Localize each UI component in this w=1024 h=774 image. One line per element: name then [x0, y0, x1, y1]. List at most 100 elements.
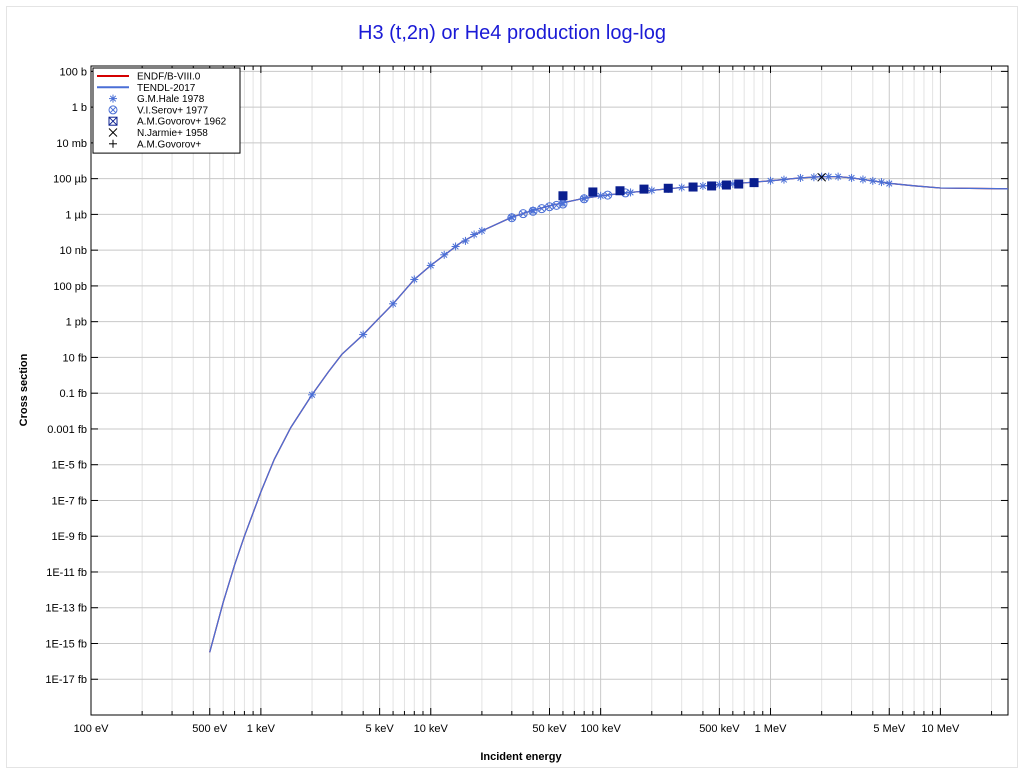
x-tick-label: 1 MeV — [755, 723, 787, 735]
marker-stroke — [604, 191, 611, 199]
marker-stroke — [411, 276, 418, 283]
data-point-g-m-hale-1978 — [440, 250, 449, 259]
marker-square — [688, 182, 698, 192]
marker-circle — [603, 190, 613, 200]
marker-stroke — [797, 174, 804, 182]
x-tick-label: 5 keV — [366, 723, 395, 735]
data-point-g-m-hale-1978 — [461, 236, 470, 245]
marker-stroke — [869, 177, 876, 185]
data-point-g-m-hale-1978 — [677, 183, 686, 192]
legend-marker-n-jarmie-1958 — [108, 128, 118, 137]
series-line-tendl-2017 — [209, 175, 1009, 653]
marker-square — [558, 191, 568, 201]
marker-stroke — [308, 391, 316, 398]
marker-stroke — [581, 195, 588, 202]
legend-label-v-i-serov-1977: V.I.Serov+ 1977 — [137, 105, 209, 116]
data-point-g-m-hale-1978 — [359, 330, 368, 339]
tick-layer — [90, 66, 1008, 715]
data-point-g-m-hale-1978 — [868, 176, 877, 185]
data-point-g-m-hale-1978 — [451, 242, 460, 251]
marker-circle — [108, 105, 118, 115]
y-tick-label: 1E-15 fb — [45, 638, 87, 650]
x-axis-title: Incident energy — [480, 751, 562, 763]
grid-layer — [90, 66, 1008, 715]
y-tick-label: 10 nb — [59, 245, 87, 257]
marker-stroke — [108, 116, 118, 126]
y-tick-label: 1E-13 fb — [45, 603, 87, 615]
data-point-g-m-hale-1978 — [647, 186, 656, 195]
legend-label-a-m-govorov: A.M.Govorov+ — [137, 139, 201, 150]
data-point-a-m-govorov-1962 — [734, 179, 744, 189]
x-tick-label: 1 keV — [247, 723, 276, 735]
data-point-g-m-hale-1978 — [389, 299, 398, 308]
legend-box — [92, 67, 241, 154]
data-point-g-m-hale-1978 — [715, 180, 724, 189]
data-point-a-m-govorov-1962 — [688, 182, 698, 192]
marker-square — [749, 178, 759, 188]
marker-stroke — [767, 177, 774, 184]
marker-stroke — [780, 176, 788, 183]
marker-square — [615, 186, 625, 196]
marker-stroke — [441, 251, 448, 258]
marker-circle — [528, 206, 538, 216]
data-point-g-m-hale-1978 — [470, 230, 479, 239]
y-tick-label: 0.001 fb — [47, 424, 87, 436]
data-point-a-m-govorov-1962 — [615, 186, 625, 196]
data-point-g-m-hale-1978 — [847, 173, 856, 182]
y-tick-label: 0.1 fb — [59, 388, 87, 400]
data-point-v-i-serov-1977 — [603, 190, 613, 200]
legend-marker-v-i-serov-1977 — [108, 105, 118, 115]
x-tick-label: 10 MeV — [921, 723, 960, 735]
data-point-a-m-govorov-1962 — [707, 181, 717, 191]
data-point-a-m-govorov-1962 — [558, 191, 568, 201]
data-point-v-i-serov-1977 — [545, 202, 554, 212]
data-point-g-m-hale-1978 — [477, 226, 486, 235]
legend-label-g-m-hale-1978: G.M.Hale 1978 — [137, 94, 205, 105]
y-tick-label: 100 pb — [53, 281, 87, 293]
x-tick-label: 100 keV — [580, 723, 621, 735]
series-line-endf-b-viii-0 — [209, 175, 1009, 653]
legend-label-n-jarmie-1958: N.Jarmie+ 1958 — [137, 128, 208, 139]
legend-marker-a-m-govorov-1962 — [108, 116, 118, 126]
marker-circle — [579, 194, 589, 204]
marker-stroke — [678, 184, 685, 191]
data-point-g-m-hale-1978 — [809, 173, 818, 182]
data-point-g-m-hale-1978 — [308, 390, 317, 399]
y-tick-label: 1E-17 fb — [45, 674, 87, 686]
chart-title: H3 (t,2n) or He4 production log-log — [358, 22, 666, 44]
marker-stroke — [817, 172, 827, 182]
marker-square — [707, 181, 717, 191]
y-tick-label: 1E-11 fb — [46, 567, 87, 579]
chart-frame — [6, 6, 1018, 768]
marker-stroke — [546, 203, 553, 210]
data-point-v-i-serov-1977 — [528, 206, 538, 216]
marker-stroke — [553, 202, 560, 209]
data-point-v-i-serov-1977 — [518, 209, 528, 219]
marker-stroke — [427, 262, 434, 269]
data-point-a-m-govorov-1962 — [639, 184, 649, 194]
x-tick-labels: 100 eV 500 eV 1 keV 5 keV 10 keV 50 keV 100 ke… — [74, 723, 960, 735]
marker-stroke — [716, 181, 723, 188]
y-tick-label: 1 pb — [66, 317, 87, 329]
data-point-g-m-hale-1978 — [626, 188, 635, 197]
x-tick-label: 500 keV — [699, 723, 740, 735]
data-point-g-m-hale-1978 — [779, 175, 788, 184]
marker-stroke — [810, 174, 818, 181]
marker-stroke — [834, 173, 842, 180]
data-point-v-i-serov-1977 — [552, 200, 562, 210]
y-tick-label: 10 mb — [56, 138, 87, 150]
marker-stroke — [109, 106, 117, 114]
x-tick-label: 10 keV — [414, 723, 449, 735]
marker-stroke — [648, 187, 655, 194]
marker-stroke — [389, 300, 397, 307]
marker-square — [108, 116, 118, 126]
y-tick-label: 1E-5 fb — [52, 460, 87, 472]
y-tick-label: 1E-7 fb — [52, 495, 87, 507]
marker-stroke — [109, 95, 117, 102]
marker-circle — [552, 200, 562, 210]
x-tick-label: 50 keV — [532, 723, 567, 735]
marker-circle — [518, 209, 528, 219]
marker-stroke — [538, 205, 545, 212]
marker-stroke — [597, 192, 604, 199]
